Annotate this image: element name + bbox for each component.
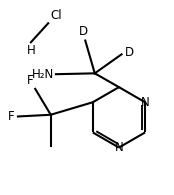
Text: D: D	[125, 46, 134, 59]
Text: F: F	[27, 74, 33, 87]
Text: N: N	[114, 141, 123, 154]
Text: N: N	[141, 96, 149, 109]
Text: Cl: Cl	[50, 9, 62, 22]
Text: H: H	[26, 44, 35, 57]
Text: D: D	[79, 25, 88, 38]
Text: F: F	[8, 110, 14, 123]
Text: H₂N: H₂N	[32, 68, 54, 81]
